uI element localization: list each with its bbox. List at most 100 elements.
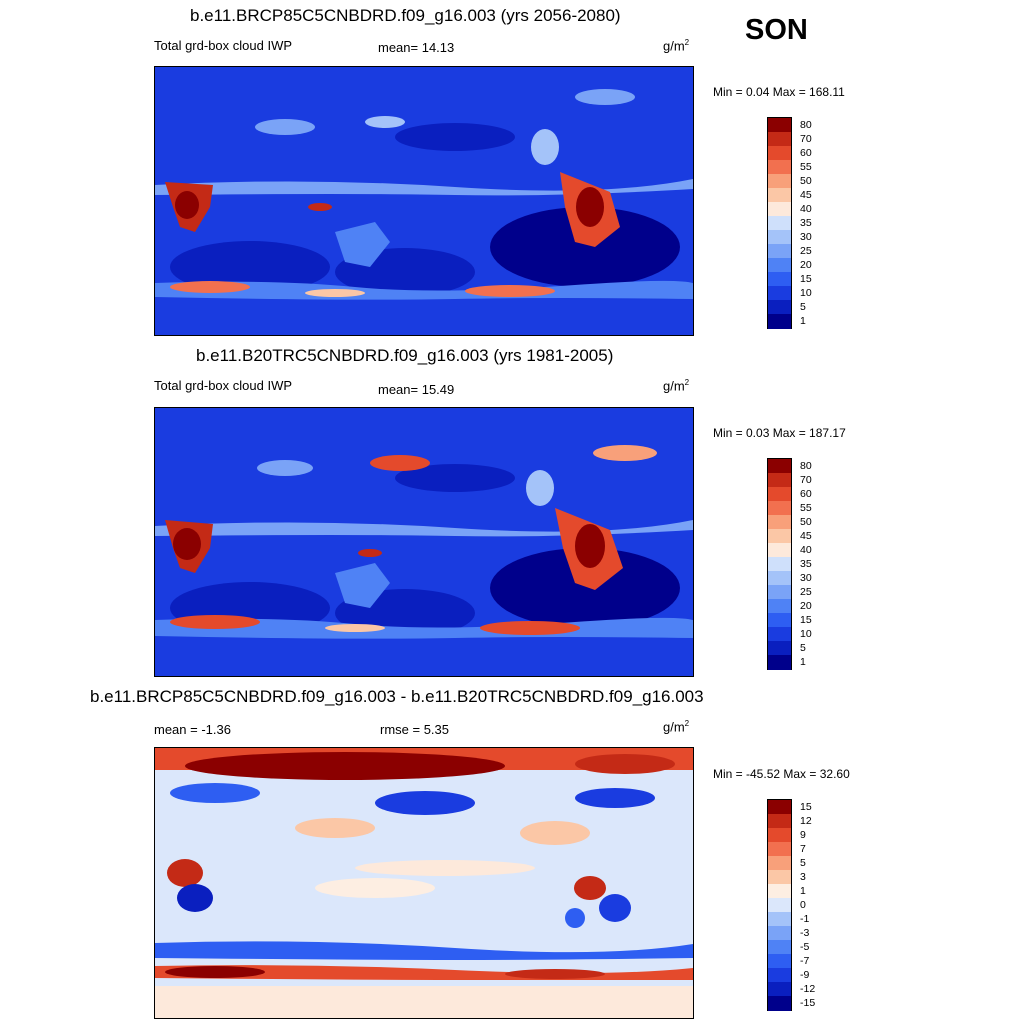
colorbar-box [768,300,791,315]
colorbar-tick-label: 15 [800,614,812,626]
colorbar-tick-label: 35 [800,558,812,570]
colorbar-box [768,174,791,189]
colorbar-tick-label: 15 [800,801,812,813]
colorbar-tick-label: -9 [800,969,810,981]
season-label: SON [745,14,808,46]
colorbar-tick-label: 10 [800,628,812,640]
colorbar-box [768,487,791,502]
panel-1-map [154,66,694,336]
colorbar-tick-label: -15 [800,997,816,1009]
colorbar-tick-label: 7 [800,843,806,855]
colorbar-tick-label: 10 [800,287,812,299]
panel-2-units: g/m2 [663,378,690,394]
colorbar-box [768,912,791,927]
colorbar-tick-label: 0 [800,899,806,911]
colorbar-tick-label: 70 [800,474,812,486]
colorbar-tick-label: 25 [800,586,812,598]
panel-3-minmax: Min = -45.52 Max = 32.60 [713,767,850,781]
panel-2-colorbar [767,458,792,670]
colorbar-tick-label: 40 [800,203,812,215]
colorbar-box [768,571,791,586]
colorbar-box [768,814,791,829]
colorbar-tick-label: 35 [800,217,812,229]
colorbar-box [768,982,791,997]
colorbar-box [768,216,791,231]
colorbar-tick-label: 15 [800,273,812,285]
panel-2-minmax: Min = 0.03 Max = 187.17 [713,426,846,440]
colorbar-box [768,160,791,175]
colorbar-tick-label: 50 [800,175,812,187]
colorbar-box [768,842,791,857]
panel-2-mean-label: mean= 15.49 [378,382,455,397]
colorbar-box [768,968,791,983]
colorbar-tick-label: 5 [800,857,806,869]
colorbar-box [768,926,791,941]
panel-3-rmse-label: rmse = 5.35 [380,722,450,737]
colorbar-box [768,473,791,488]
colorbar-box [768,501,791,516]
colorbar-tick-label: 30 [800,231,812,243]
colorbar-box [768,314,791,329]
colorbar-tick-label: 80 [800,460,812,472]
colorbar-tick-label: 1 [800,885,806,897]
colorbar-tick-label: -12 [800,983,816,995]
colorbar-tick-label: -3 [800,927,810,939]
colorbar-box [768,856,791,871]
colorbar-tick-label: 1 [800,315,806,327]
colorbar-tick-label: 70 [800,133,812,145]
colorbar-box [768,557,791,572]
colorbar-box [768,641,791,656]
panel-1-title: b.e11.BRCP85C5CNBDRD.f09_g16.003 (yrs 20… [190,6,621,25]
colorbar-box [768,188,791,203]
colorbar-tick-label: 3 [800,871,806,883]
panel-3-map [154,747,694,1019]
colorbar-tick-label: -1 [800,913,810,925]
colorbar-tick-label: 20 [800,600,812,612]
colorbar-box [768,118,791,133]
colorbar-tick-label: 60 [800,488,812,500]
colorbar-box [768,585,791,600]
colorbar-box [768,230,791,245]
colorbar-box [768,898,791,913]
colorbar-box [768,599,791,614]
colorbar-box [768,258,791,273]
panel-1-variable-label: Total grd-box cloud IWP [154,38,293,53]
panel-1-mean-label: mean= 14.13 [378,40,455,55]
colorbar-box [768,529,791,544]
panel-2-map [154,407,694,677]
colorbar-tick-label: 40 [800,544,812,556]
colorbar-tick-label: 5 [800,642,806,654]
colorbar-tick-label: 55 [800,502,812,514]
panel-2-variable-label: Total grd-box cloud IWP [154,378,293,393]
panel-3-colorbar [767,799,792,1011]
panel-3-units: g/m2 [663,719,690,735]
panel-2-title: b.e11.B20TRC5CNBDRD.f09_g16.003 (yrs 198… [196,346,614,365]
colorbar-box [768,272,791,287]
colorbar-box [768,655,791,670]
colorbar-tick-label: -7 [800,955,810,967]
colorbar-tick-label: 80 [800,119,812,131]
colorbar-box [768,146,791,161]
colorbar-tick-label: 12 [800,815,812,827]
colorbar-box [768,884,791,899]
colorbar-box [768,613,791,628]
colorbar-tick-label: 25 [800,245,812,257]
colorbar-box [768,828,791,843]
colorbar-box [768,800,791,815]
colorbar-tick-label: 9 [800,829,806,841]
panel-1-colorbar [767,117,792,329]
panel-1-minmax: Min = 0.04 Max = 168.11 [713,85,845,99]
panel-3-title: b.e11.BRCP85C5CNBDRD.f09_g16.003 - b.e11… [90,687,704,706]
colorbar-tick-label: 45 [800,530,812,542]
colorbar-box [768,627,791,642]
colorbar-tick-label: -5 [800,941,810,953]
colorbar-box [768,543,791,558]
colorbar-tick-label: 20 [800,259,812,271]
colorbar-tick-label: 45 [800,189,812,201]
colorbar-box [768,132,791,147]
colorbar-box [768,244,791,259]
colorbar-tick-label: 1 [800,656,806,668]
colorbar-tick-label: 60 [800,147,812,159]
panel-3-mean-label: mean = -1.36 [154,722,231,737]
colorbar-box [768,286,791,301]
